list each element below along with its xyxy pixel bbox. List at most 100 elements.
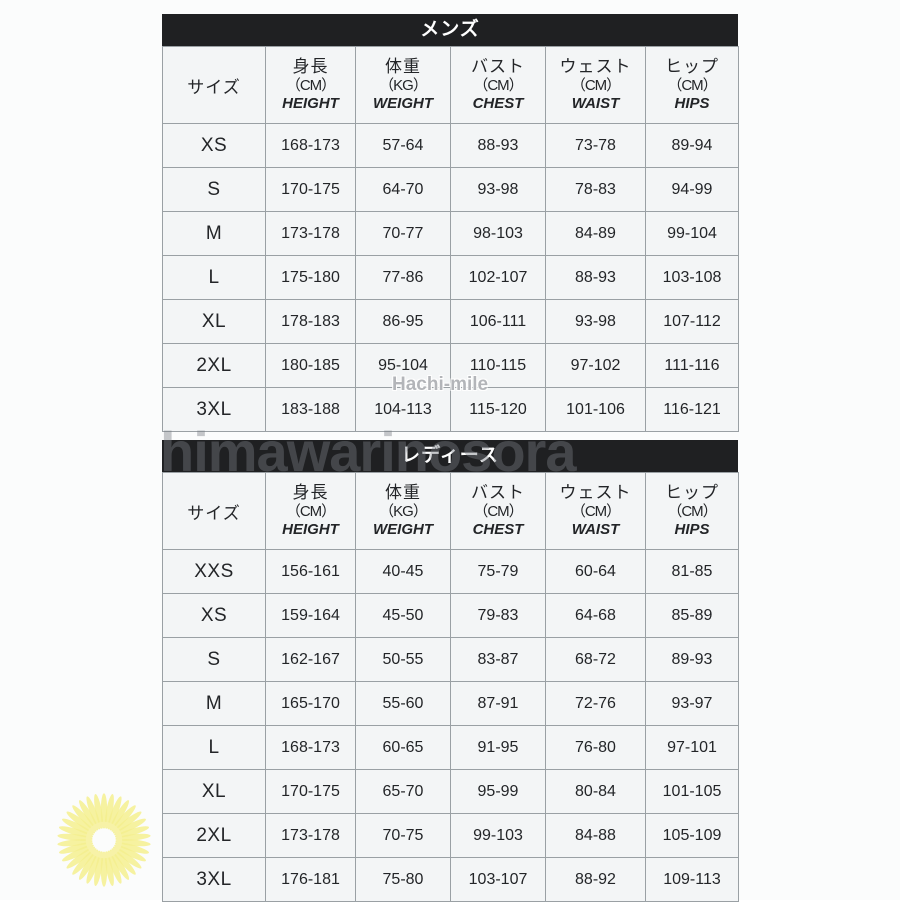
header-unit: （CM） [667, 503, 717, 520]
mens-size-chart: メンズ サイズ 身長 （CM） HEIGHT 体重 （KG） WEIGHT バスト （CM） CH… [162, 14, 739, 432]
header-label-jp: ウェスト [559, 483, 632, 502]
measurement-cell-chest: 91-95 [450, 725, 546, 770]
measurement-cell-waist: 73-78 [545, 123, 646, 168]
mens-header-cell-waist: ウェスト （CM） WAIST [545, 46, 646, 124]
ladies-size-chart: レディース サイズ 身長 （CM） HEIGHT 体重 （KG） WEIGHT バスト （CM）… [162, 440, 739, 902]
measurement-cell-height: 156-161 [265, 549, 356, 594]
measurement-cell-chest: 79-83 [450, 593, 546, 638]
measurement-cell-chest: 99-103 [450, 813, 546, 858]
table-row: XL 178-183 86-95 106-111 93-98 107-112 [162, 299, 739, 344]
measurement-cell-chest: 106-111 [450, 299, 546, 344]
size-label-cell: XL [162, 769, 266, 814]
header-unit: （CM） [667, 77, 717, 94]
header-label-jp: 体重 [385, 483, 421, 502]
measurement-cell-height: 173-178 [265, 211, 356, 256]
table-row: 2XL 180-185 95-104 110-115 97-102 111-116 [162, 343, 739, 388]
sunflower-icon [57, 793, 151, 887]
measurement-cell-waist: 88-92 [545, 857, 646, 902]
ladies-header-cell-chest: バスト （CM） CHEST [450, 472, 546, 550]
measurement-cell-waist: 68-72 [545, 637, 646, 682]
header-label-en: HIPS [674, 95, 710, 112]
measurement-cell-chest: 75-79 [450, 549, 546, 594]
measurement-cell-chest: 83-87 [450, 637, 546, 682]
header-label-jp: 身長 [292, 57, 329, 76]
table-row: M 173-178 70-77 98-103 84-89 99-104 [162, 211, 739, 256]
table-row: XS 159-164 45-50 79-83 64-68 85-89 [162, 593, 739, 638]
measurement-cell-height: 170-175 [265, 769, 356, 814]
mens-header-cell-size: サイズ [162, 46, 266, 124]
header-label-en: WAIST [571, 521, 620, 538]
header-unit: （CM） [285, 77, 336, 94]
size-label-cell: XL [162, 299, 266, 344]
size-label-cell: 3XL [162, 387, 266, 432]
mens-table-body: サイズ 身長 （CM） HEIGHT 体重 （KG） WEIGHT バスト （CM） CHEST ウ… [162, 46, 739, 432]
size-label-cell: 2XL [162, 343, 266, 388]
measurement-cell-hips: 89-93 [645, 637, 739, 682]
measurement-cell-hips: 99-104 [645, 211, 739, 256]
measurement-cell-waist: 72-76 [545, 681, 646, 726]
measurement-cell-weight: 50-55 [355, 637, 451, 682]
table-row: M 165-170 55-60 87-91 72-76 93-97 [162, 681, 739, 726]
header-label-jp: ヒップ [665, 483, 719, 502]
measurement-cell-waist: 76-80 [545, 725, 646, 770]
size-label-cell: 3XL [162, 857, 266, 902]
measurement-cell-chest: 115-120 [450, 387, 546, 432]
measurement-cell-hips: 116-121 [645, 387, 739, 432]
measurement-cell-height: 176-181 [265, 857, 356, 902]
ladies-size-table: サイズ 身長 （CM） HEIGHT 体重 （KG） WEIGHT バスト （CM） CHEST ウ… [162, 472, 739, 902]
mens-header-cell-hips: ヒップ （CM） HIPS [645, 46, 739, 124]
table-row: XS 168-173 57-64 88-93 73-78 89-94 [162, 123, 739, 168]
measurement-cell-hips: 111-116 [645, 343, 739, 388]
header-label-jp: サイズ [187, 503, 241, 523]
measurement-cell-height: 178-183 [265, 299, 356, 344]
measurement-cell-hips: 85-89 [645, 593, 739, 638]
header-label-jp: ウェスト [559, 57, 632, 76]
measurement-cell-chest: 102-107 [450, 255, 546, 300]
measurement-cell-hips: 107-112 [645, 299, 739, 344]
size-label-cell: M [162, 681, 266, 726]
mens-size-table: サイズ 身長 （CM） HEIGHT 体重 （KG） WEIGHT バスト （CM） CHEST ウ… [162, 46, 739, 432]
size-label-cell: 2XL [162, 813, 266, 858]
size-label-cell: XS [162, 593, 266, 638]
measurement-cell-waist: 97-102 [545, 343, 646, 388]
measurement-cell-height: 173-178 [265, 813, 356, 858]
measurement-cell-chest: 93-98 [450, 167, 546, 212]
measurement-cell-weight: 95-104 [355, 343, 451, 388]
header-label-en: WEIGHT [373, 521, 433, 538]
measurement-cell-height: 168-173 [265, 725, 356, 770]
ladies-header-cell-height: 身長 （CM） HEIGHT [265, 472, 356, 550]
header-unit: （KG） [379, 77, 428, 94]
header-label-en: CHEST [472, 95, 524, 112]
measurement-cell-waist: 84-89 [545, 211, 646, 256]
size-label-cell: M [162, 211, 266, 256]
header-label-jp: サイズ [187, 77, 241, 97]
measurement-cell-waist: 101-106 [545, 387, 646, 432]
header-label-jp: バスト [471, 483, 525, 502]
measurement-cell-hips: 109-113 [645, 857, 739, 902]
table-row: L 175-180 77-86 102-107 88-93 103-108 [162, 255, 739, 300]
measurement-cell-chest: 110-115 [450, 343, 546, 388]
measurement-cell-weight: 40-45 [355, 549, 451, 594]
header-label-jp: ヒップ [665, 57, 719, 76]
size-label-cell: L [162, 255, 266, 300]
measurement-cell-waist: 80-84 [545, 769, 646, 814]
ladies-header-cell-hips: ヒップ （CM） HIPS [645, 472, 739, 550]
table-row: S 162-167 50-55 83-87 68-72 89-93 [162, 637, 739, 682]
measurement-cell-weight: 77-86 [355, 255, 451, 300]
measurement-cell-waist: 64-68 [545, 593, 646, 638]
measurement-cell-height: 183-188 [265, 387, 356, 432]
header-unit: （CM） [473, 503, 523, 520]
measurement-cell-height: 175-180 [265, 255, 356, 300]
table-row: 3XL 183-188 104-113 115-120 101-106 116-121 [162, 387, 739, 432]
mens-header-cell-weight: 体重 （KG） WEIGHT [355, 46, 451, 124]
header-unit: （CM） [570, 77, 621, 94]
measurement-cell-weight: 55-60 [355, 681, 451, 726]
measurement-cell-height: 180-185 [265, 343, 356, 388]
table-row: S 170-175 64-70 93-98 78-83 94-99 [162, 167, 739, 212]
measurement-cell-hips: 103-108 [645, 255, 739, 300]
table-row: 2XL 173-178 70-75 99-103 84-88 105-109 [162, 813, 739, 858]
size-label-cell: S [162, 167, 266, 212]
header-label-jp: 身長 [292, 483, 329, 502]
table-row: XL 170-175 65-70 95-99 80-84 101-105 [162, 769, 739, 814]
